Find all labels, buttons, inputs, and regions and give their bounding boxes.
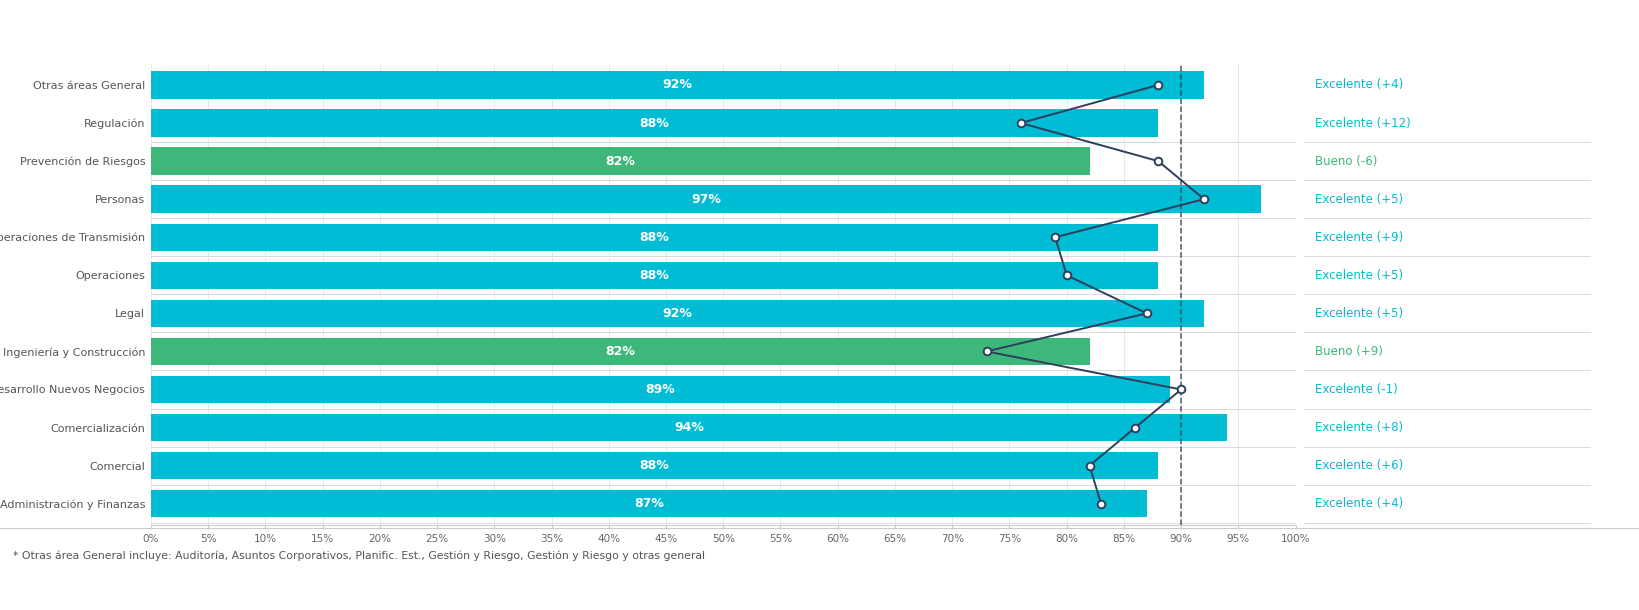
- Bar: [151, 338, 1088, 365]
- Text: 88%: 88%: [639, 269, 669, 282]
- Text: 94%: 94%: [674, 421, 703, 434]
- Text: Excelente (+5): Excelente (+5): [1314, 307, 1403, 320]
- Text: Excelente (+5): Excelente (+5): [1314, 269, 1403, 282]
- Bar: [151, 185, 1260, 213]
- Text: 92%: 92%: [662, 307, 692, 320]
- Text: Bueno (+9): Bueno (+9): [1314, 345, 1382, 358]
- Bar: [151, 376, 1169, 403]
- Text: Resultado por Gerencias (2017 - 2016): Resultado por Gerencias (2017 - 2016): [16, 17, 377, 35]
- Text: 92%: 92%: [662, 79, 692, 92]
- Text: Excelente (+6): Excelente (+6): [1314, 459, 1403, 472]
- Text: Excelente (+8): Excelente (+8): [1314, 421, 1403, 434]
- Bar: [151, 148, 1088, 175]
- Text: * Otras área General incluye: Auditoría, Asuntos Corporativos, Planific. Est., G: * Otras área General incluye: Auditoría,…: [13, 551, 705, 561]
- Text: 88%: 88%: [639, 231, 669, 244]
- Bar: [151, 414, 1226, 441]
- Bar: [151, 262, 1157, 289]
- Text: Excelente (-1): Excelente (-1): [1314, 383, 1396, 396]
- Text: Bueno (-6): Bueno (-6): [1314, 154, 1377, 168]
- Text: 97%: 97%: [690, 193, 721, 206]
- Text: Excelente (+5): Excelente (+5): [1314, 193, 1403, 206]
- Bar: [151, 490, 1146, 517]
- Text: 82%: 82%: [605, 345, 634, 358]
- Bar: [151, 71, 1203, 99]
- Text: Excelente (+4): Excelente (+4): [1314, 497, 1403, 510]
- Text: Excelente (+9): Excelente (+9): [1314, 231, 1403, 244]
- Text: 89%: 89%: [646, 383, 675, 396]
- Text: Excelente (+12): Excelente (+12): [1314, 117, 1410, 129]
- Text: 87%: 87%: [634, 497, 664, 510]
- Text: 88%: 88%: [639, 117, 669, 129]
- Bar: [151, 223, 1157, 251]
- Text: 82%: 82%: [605, 154, 634, 168]
- Bar: [151, 300, 1203, 327]
- Text: 88%: 88%: [639, 459, 669, 472]
- Text: Excelente (+4): Excelente (+4): [1314, 79, 1403, 92]
- Text: ∨: ∨: [1608, 18, 1619, 34]
- Bar: [151, 452, 1157, 479]
- Bar: [151, 109, 1157, 137]
